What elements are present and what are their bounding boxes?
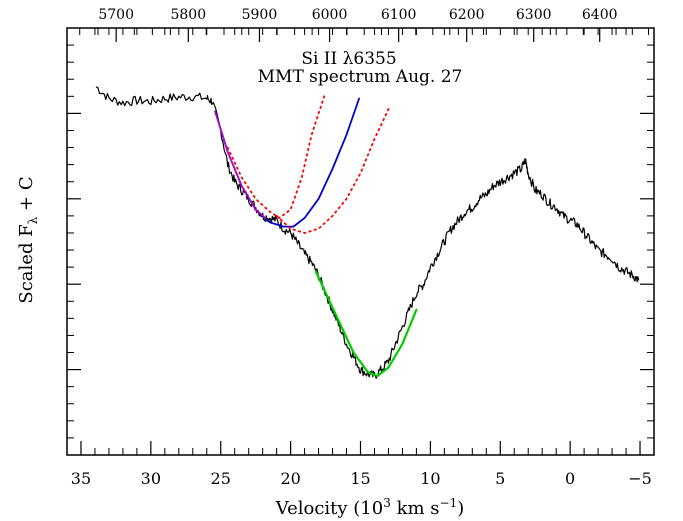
plot-frame	[66, 27, 655, 456]
x-axis-label-main: Velocity (10	[275, 498, 383, 519]
left-axis-ticks	[67, 44, 81, 439]
x-axis-label-end: )	[457, 498, 464, 519]
x-tick-label: 0	[565, 469, 575, 488]
top-tick-label: 6400	[582, 7, 618, 23]
top-axis-ticks	[79, 28, 650, 42]
x-tick-label: 30	[141, 469, 161, 488]
x-tick-label: 25	[211, 469, 231, 488]
series-fit_green-line	[314, 270, 418, 378]
series-spectrum-line	[95, 86, 640, 379]
bottom-axis-ticks	[66, 28, 655, 455]
series-fit_magenta-line	[214, 110, 267, 219]
top-tick-label: 6200	[449, 7, 485, 23]
x-tick-label: 20	[280, 469, 300, 488]
x-tick-label: 5	[495, 469, 505, 488]
chart-title-line1: Si II λ6355	[301, 49, 396, 69]
x-tick-label: 35	[71, 469, 91, 488]
y-axis-label: Scaled Fλ + C	[16, 176, 40, 303]
bottom-axis-tick-labels: 35 30 25 20 15 10 5 0 −5	[71, 469, 652, 488]
top-tick-label: 5900	[242, 7, 278, 23]
top-tick-label: 5800	[170, 7, 206, 23]
x-tick-label: −5	[628, 469, 652, 488]
top-tick-label: 6000	[312, 7, 348, 23]
top-tick-label: 5700	[98, 7, 134, 23]
x-tick-label: 15	[350, 469, 370, 488]
x-axis-label-exp2: −1	[440, 496, 458, 510]
y-axis-label-end: + C	[16, 176, 37, 216]
right-axis-ticks	[640, 44, 654, 439]
series-layer	[95, 86, 640, 379]
series-fit_blue-line	[214, 97, 360, 228]
series-fit_red_dotted-line	[275, 108, 390, 234]
series-fit_red_dotted-line	[226, 95, 326, 219]
top-tick-label: 6300	[516, 7, 552, 23]
y-axis-label-main: Scaled F	[16, 224, 37, 303]
top-tick-label: 6100	[381, 7, 417, 23]
top-axis-tick-labels: 5700 5800 5900 6000 6100 6200 6300 6400	[98, 7, 617, 23]
x-axis-label: Velocity (103 km s−1)	[275, 496, 465, 519]
x-axis-label-mid: km s	[391, 498, 440, 519]
y-axis-label-sub: λ	[26, 216, 40, 224]
x-tick-label: 10	[420, 469, 440, 488]
x-axis-label-exp1: 3	[383, 496, 391, 510]
chart-title-line2: MMT spectrum Aug. 27	[258, 67, 463, 87]
